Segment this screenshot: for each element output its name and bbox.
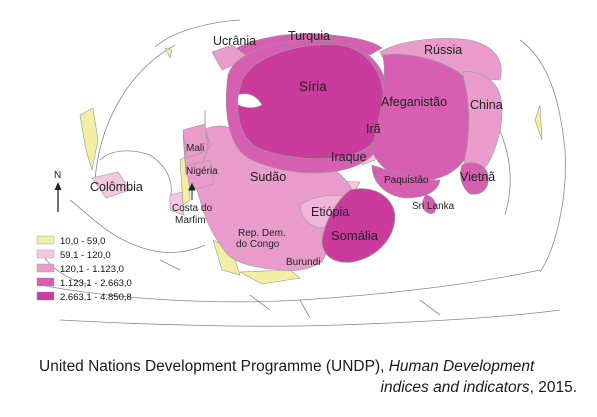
label-colombia: Colômbia: [90, 180, 143, 194]
colombia-region: [91, 171, 131, 199]
nigeria-region: [185, 159, 215, 191]
label-rep-dem-congo-1: Rep. Dem.: [238, 228, 286, 239]
label-somalia: Somália: [331, 228, 379, 243]
cartogram-map: Ucrânia Turquia Rússia Síria Afeganistão…: [36, 19, 566, 327]
mali-region: [182, 123, 209, 159]
vietnam-region: [460, 162, 489, 195]
label-siria: Síria: [299, 79, 327, 94]
north-label: N: [54, 170, 61, 181]
label-costa-do-marfim-2: Marfim: [175, 215, 206, 226]
legend-item: 10,0 - 59,0: [36, 235, 105, 247]
caption-source: United Nations Development Programme (UN…: [39, 358, 389, 375]
legend-label: 10,0 - 59,0: [60, 236, 105, 247]
caption-line-2: indices and indicators, 2015.: [18, 377, 583, 398]
label-turquia: Turquia: [288, 29, 330, 43]
caption-year: , 2015.: [529, 379, 577, 396]
legend-label: 1.123,1 - 2.663,0: [60, 278, 132, 289]
legend-item: 120,1 - 1.123,0: [36, 263, 124, 275]
label-mali: Mali: [186, 143, 204, 154]
pakistan-region: [371, 164, 441, 199]
legend-label: 59,1 - 120,0: [60, 250, 111, 261]
legend: 10,0 - 59,0 59,1 - 120,0 120,1 - 1.123,0…: [36, 235, 132, 303]
label-costa-do-marfim-1: Costa do: [172, 203, 212, 214]
legend-label: 2.663,1 - 4.850,8: [60, 292, 132, 303]
caption-subtitle: indices and indicators: [380, 379, 530, 396]
legend-label: 120,1 - 1.123,0: [60, 264, 124, 275]
label-paquistao: Paquistão: [384, 175, 429, 186]
label-sudao: Sudão: [250, 170, 286, 184]
label-china: China: [470, 98, 503, 112]
legend-swatch: [36, 235, 55, 245]
label-ira: Irã: [366, 122, 381, 136]
somalia-region: [321, 188, 396, 263]
country-labels: Ucrânia Turquia Rússia Síria Afeganistão…: [90, 29, 503, 268]
label-etiopia: Etiópia: [311, 205, 349, 219]
caption-title: Human Development: [388, 358, 535, 375]
north-arrow-icon: N: [54, 170, 62, 212]
label-nigeria: Nigéria: [186, 166, 218, 177]
legend-swatch: [36, 291, 55, 301]
legend-swatch: [36, 263, 55, 273]
srilanka-region: [421, 194, 437, 214]
legend-item: 59,1 - 120,0: [36, 249, 111, 261]
legend-swatch: [36, 249, 55, 259]
label-russia: Rússia: [424, 43, 462, 57]
label-ucrania: Ucrânia: [213, 34, 256, 48]
legend-item: 1.123,1 - 2.663,0: [36, 277, 132, 289]
source-caption: United Nations Development Programme (UN…: [18, 356, 583, 398]
label-afeganistao: Afeganistão: [381, 95, 447, 109]
class1-regions: [79, 47, 543, 285]
china-region: [461, 71, 503, 176]
afghanistan-region: [371, 53, 476, 181]
label-iraque: Iraque: [331, 150, 366, 164]
caption-line-1: United Nations Development Programme (UN…: [18, 356, 583, 377]
label-burundi: Burundi: [286, 257, 320, 268]
legend-swatch: [36, 277, 55, 287]
label-rep-dem-congo-2: do Congo: [236, 239, 280, 250]
label-sri-lanka: Sri Lanka: [412, 201, 455, 212]
label-vietna: Vietnã: [460, 170, 495, 184]
legend-item: 2.663,1 - 4.850,8: [36, 291, 132, 303]
costa-pointer-arrow: [188, 182, 196, 200]
